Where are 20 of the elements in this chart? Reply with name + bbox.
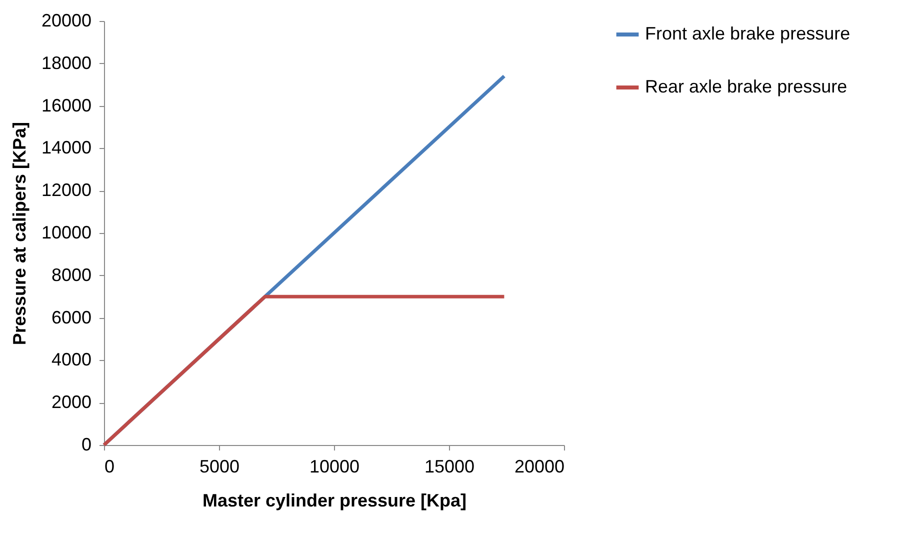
y-tick-label: 0 bbox=[81, 434, 92, 454]
legend-label: Rear axle brake pressure bbox=[645, 76, 848, 96]
y-tick-label: 14000 bbox=[41, 138, 92, 158]
y-tick-label: 10000 bbox=[41, 222, 92, 242]
y-axis-title: Pressure at calipers [KPa] bbox=[9, 122, 30, 346]
y-tick-label: 2000 bbox=[51, 392, 92, 412]
x-tick-label: 0 bbox=[104, 456, 115, 476]
x-tick-label: 10000 bbox=[309, 456, 360, 476]
y-tick-label: 6000 bbox=[51, 307, 92, 328]
legend-label: Front axle brake pressure bbox=[645, 24, 850, 44]
x-tick-label: 20000 bbox=[514, 456, 564, 476]
y-tick-label: 16000 bbox=[41, 95, 92, 116]
y-tick-label: 4000 bbox=[51, 350, 92, 370]
y-tick-label: 12000 bbox=[41, 180, 92, 200]
x-tick-label: 15000 bbox=[424, 456, 475, 476]
x-tick-label: 5000 bbox=[199, 456, 240, 476]
y-tick-label: 20000 bbox=[41, 10, 92, 30]
x-axis-title: Master cylinder pressure [Kpa] bbox=[202, 490, 467, 510]
y-tick-label: 18000 bbox=[41, 52, 92, 73]
y-tick-label: 8000 bbox=[51, 264, 92, 285]
